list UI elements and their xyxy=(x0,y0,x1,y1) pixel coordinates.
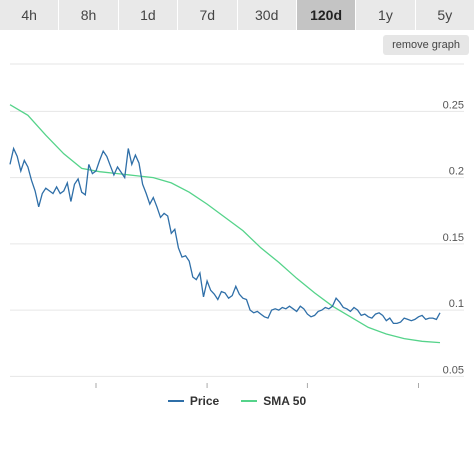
tab-120d[interactable]: 120d xyxy=(296,0,357,30)
remove-graph-button[interactable]: remove graph xyxy=(383,35,469,55)
y-tick-label: 0.2 xyxy=(449,166,464,178)
tab-7d[interactable]: 7d xyxy=(178,0,238,30)
legend-item-sma-50[interactable]: SMA 50 xyxy=(241,394,306,408)
y-tick-label: 0.05 xyxy=(443,364,464,376)
range-tabs: 4h 8h 1d 7d 30d 120d 1y 5y xyxy=(0,0,474,30)
legend-item-price[interactable]: Price xyxy=(167,394,220,408)
legend-swatch xyxy=(241,400,258,402)
tab-5y[interactable]: 5y xyxy=(415,0,474,30)
legend-swatch xyxy=(167,400,184,402)
tab-1d[interactable]: 1d xyxy=(118,0,179,30)
tab-30d[interactable]: 30d xyxy=(237,0,297,30)
legend: Price SMA 50 xyxy=(0,391,474,411)
price-chart: 0.05 0.1 0.15 0.2 0.25 Jan '26Feb '26Mar '26… xyxy=(9,63,464,388)
x-axis-ticks: Jan '26Feb '26Mar '26Apr '26 xyxy=(95,383,419,388)
tab-8h[interactable]: 8h xyxy=(59,0,119,30)
y-tick-label: 0.15 xyxy=(443,232,464,244)
tab-1y[interactable]: 1y xyxy=(356,0,416,30)
sma-50-series-line xyxy=(9,104,441,344)
y-axis-ticks: 0.05 0.1 0.15 0.2 0.25 xyxy=(443,99,464,376)
price-series-line xyxy=(9,146,441,325)
y-tick-label: 0.25 xyxy=(443,99,464,111)
legend-label: Price xyxy=(189,394,220,408)
grid-lines xyxy=(10,63,464,377)
y-tick-label: 0.1 xyxy=(449,298,464,310)
legend-label: SMA 50 xyxy=(263,394,307,408)
tab-4h[interactable]: 4h xyxy=(0,0,60,30)
